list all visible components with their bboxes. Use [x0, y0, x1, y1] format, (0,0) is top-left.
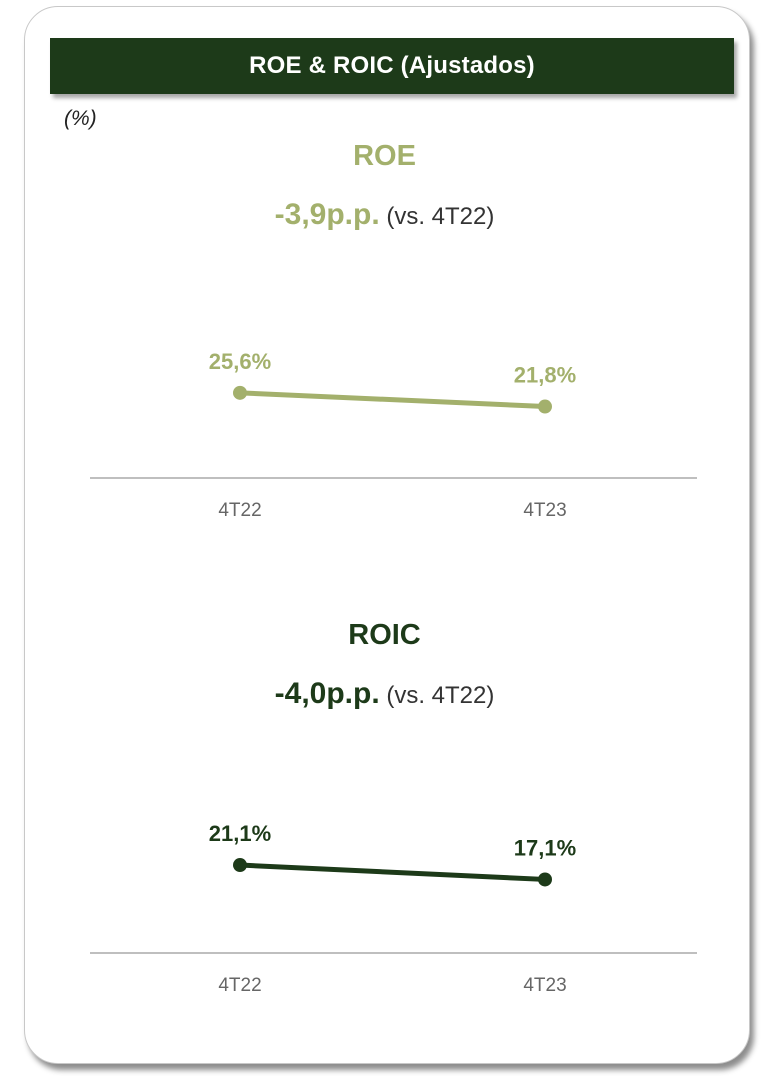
roic-delta: -4,0p.p. (vs. 4T22) — [0, 677, 769, 711]
roe-tick-label: 4T22 — [218, 500, 261, 521]
roe-delta-value: -3,9p.p. — [274, 198, 380, 231]
roic-data-point — [538, 872, 552, 887]
unit-label: (%) — [64, 107, 97, 130]
roe-series-line — [237, 390, 548, 410]
roic-delta-value: -4,0p.p. — [274, 677, 380, 710]
roic-chart: 4T22 4T23 21,1% 17,1% — [90, 821, 697, 996]
header-title: ROE & ROIC (Ajustados) — [249, 52, 535, 79]
roe-chart: 4T22 4T23 25,6% 21,8% — [90, 349, 697, 521]
roe-delta-note: (vs. 4T22) — [386, 203, 495, 230]
roe-delta: -3,9p.p. (vs. 4T22) — [0, 198, 769, 232]
roe-data-point — [233, 385, 247, 400]
roic-tick-label: 4T23 — [523, 975, 566, 996]
roic-data-label: 21,1% — [209, 821, 271, 846]
roic-data-label: 17,1% — [514, 835, 576, 860]
roic-tick-label: 4T22 — [218, 975, 261, 996]
roic-title: ROIC — [348, 619, 421, 651]
panel-card — [24, 6, 750, 1064]
roic-series-line — [237, 862, 548, 882]
header-bar: ROE & ROIC (Ajustados) — [50, 38, 734, 94]
roe-title: ROE — [353, 140, 416, 172]
roic-delta-note: (vs. 4T22) — [386, 682, 495, 709]
roe-data-point — [538, 399, 552, 414]
roe-data-label: 25,6% — [209, 349, 271, 374]
roe-tick-label: 4T23 — [523, 500, 566, 521]
roic-data-point — [233, 858, 247, 873]
roe-data-label: 21,8% — [514, 363, 576, 388]
